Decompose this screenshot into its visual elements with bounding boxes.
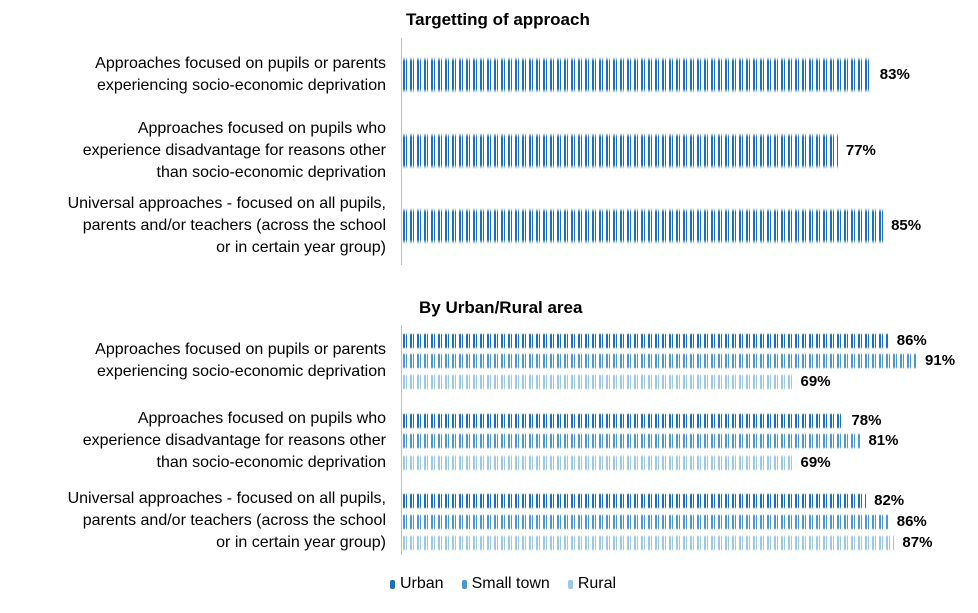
category-label-line: Approaches focused on pupils or parents (95, 341, 386, 358)
person-icon (390, 579, 395, 589)
bar-targetting-0 (402, 57, 872, 93)
category-label-line: Universal approaches - focused on all pu… (67, 195, 386, 212)
bar-targetting-1 (402, 133, 838, 169)
bar-targetting-2-label: 85% (891, 217, 922, 234)
person-icon (461, 579, 467, 589)
category-label-line: or in certain year group) (216, 239, 386, 256)
chart-title-1: Targetting of approach (406, 10, 590, 29)
category-label-line: experiencing socio-economic deprivation (96, 363, 386, 380)
bar-urban-2 (402, 493, 867, 509)
bar-urban-1-label: 78% (851, 412, 882, 429)
person-icon (567, 579, 573, 589)
category-label: Approaches focused on pupils or parents e… (6, 53, 386, 97)
axis-line-2 (401, 325, 402, 555)
category-label-line: parents and/or teachers (across the scho… (82, 512, 386, 529)
bar-urban-2-label: 82% (874, 492, 905, 509)
category-label: Approaches focused on pupils or parents e… (6, 339, 386, 383)
bar-rural-2 (402, 535, 895, 551)
category-label-line: than socio-economic deprivation (156, 454, 386, 471)
bar-small-town-1-label: 81% (868, 432, 899, 449)
category-label-line: Universal approaches - focused on all pu… (67, 490, 386, 507)
legend-label: Rural (577, 575, 617, 592)
bar-rural-0 (402, 374, 793, 390)
category-label: Approaches focused on pupils who experien… (6, 408, 386, 474)
bar-targetting-1-label: 77% (845, 142, 876, 159)
category-label-line: Approaches focused on pupils who (137, 410, 386, 427)
bar-urban-1 (402, 413, 844, 429)
bar-targetting-2 (402, 208, 884, 244)
category-label-line: experience disadvantage for reasons othe… (82, 432, 386, 449)
bar-small-town-2-label: 86% (896, 513, 927, 530)
category-label-line: parents and/or teachers (across the scho… (82, 217, 386, 234)
category-label-line: experiencing socio-economic deprivation (96, 77, 386, 94)
category-label: Approaches focused on pupils who experien… (6, 118, 386, 184)
legend-item: Urban (390, 575, 444, 593)
category-label-line: Approaches focused on pupils who (137, 120, 386, 137)
bar-small-town-2 (402, 514, 889, 530)
axis-line-1 (401, 38, 402, 265)
bar-rural-2-label: 87% (902, 534, 933, 551)
legend-item: Rural (567, 575, 617, 593)
legend-label: Urban (400, 575, 444, 592)
bar-rural-1-label: 69% (800, 454, 831, 471)
bar-targetting-0-label: 83% (879, 66, 910, 83)
category-label-line: or in certain year group) (216, 534, 386, 551)
category-label: Universal approaches - focused on all pu… (6, 488, 386, 554)
bar-urban-0-label: 86% (896, 332, 927, 349)
bar-rural-0-label: 69% (800, 373, 831, 390)
bar-small-town-0 (402, 353, 918, 369)
category-label-line: than socio-economic deprivation (156, 164, 386, 181)
legend: Urban Small town Rural (390, 575, 616, 593)
bar-rural-1 (402, 455, 793, 471)
bar-small-town-1 (402, 433, 861, 449)
category-label-line: Approaches focused on pupils or parents (95, 55, 386, 72)
legend-item: Small town (461, 575, 550, 593)
bar-urban-0 (402, 333, 889, 349)
category-label-line: experience disadvantage for reasons othe… (82, 142, 386, 159)
bar-small-town-0-label: 91% (925, 352, 956, 369)
category-label: Universal approaches - focused on all pu… (6, 193, 386, 259)
chart-title-2: By Urban/Rural area (419, 298, 583, 317)
legend-label: Small town (471, 575, 550, 592)
